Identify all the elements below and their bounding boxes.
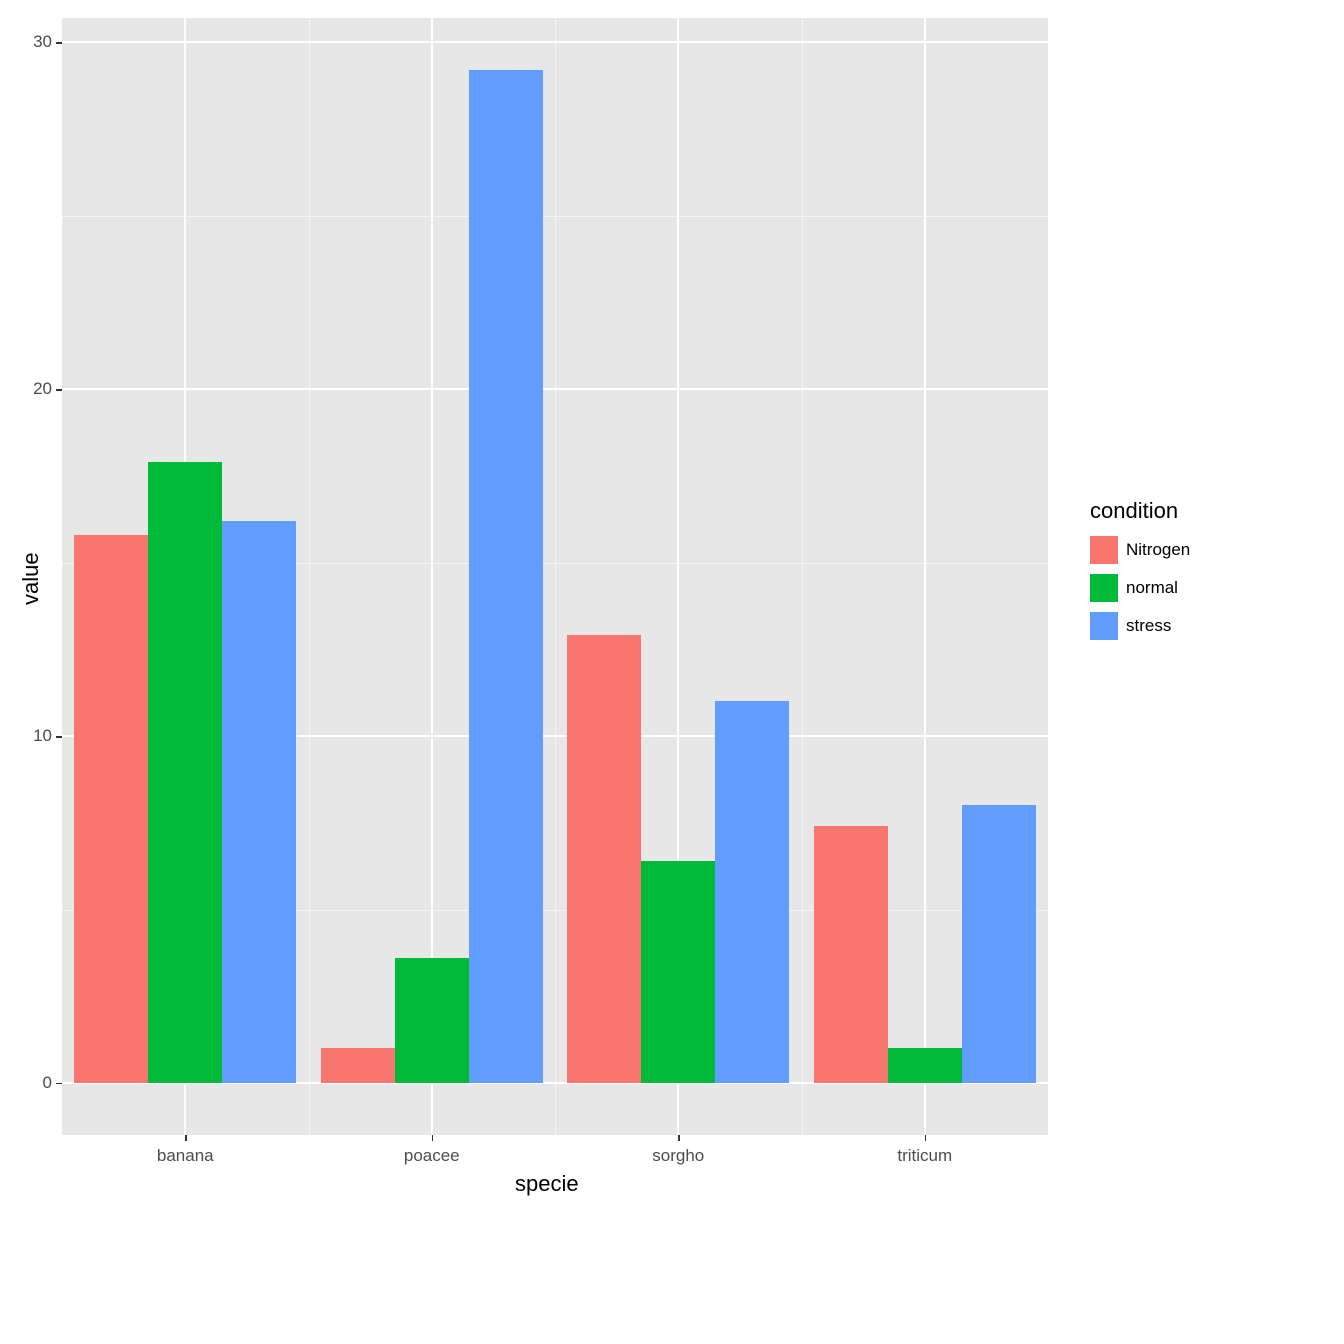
y-tick-label: 10 [33,727,52,744]
bar [74,535,148,1083]
bar [962,805,1036,1083]
y-tick [56,389,62,391]
y-axis-title: value [20,552,42,605]
legend-label: stress [1126,612,1171,640]
y-tick-label: 20 [33,380,52,397]
legend-key [1090,574,1118,602]
bar [469,70,543,1083]
x-tick [185,1135,187,1141]
x-tick-label: sorgho [618,1147,738,1164]
y-tick [56,1083,62,1085]
grid-line-minor [309,18,310,1135]
bar [222,521,296,1083]
x-tick-label: poacee [372,1147,492,1164]
bar [321,1048,395,1083]
bar [641,861,715,1083]
y-tick-label: 0 [43,1074,52,1091]
x-tick [432,1135,434,1141]
x-tick-label: triticum [865,1147,985,1164]
x-tick-label: banana [125,1147,245,1164]
bar [715,701,789,1083]
legend-key [1090,536,1118,564]
legend-key [1090,612,1118,640]
bar [888,1048,962,1083]
legend-label: Nitrogen [1126,536,1190,564]
x-tick [678,1135,680,1141]
y-tick [56,736,62,738]
chart-container: specie value condition 0 10 20 30 banana poac… [0,0,1344,1344]
bar [567,635,641,1082]
y-tick-label: 30 [33,33,52,50]
grid-line-minor [555,18,556,1135]
legend-label: normal [1126,574,1178,602]
bar [395,958,469,1083]
x-axis-title: specie [515,1173,579,1195]
x-tick [925,1135,927,1141]
grid-line-minor [802,18,803,1135]
bar [148,462,222,1083]
y-tick [56,42,62,44]
legend-title: condition [1090,500,1178,522]
grid-line-major [924,18,926,1135]
bar [814,826,888,1083]
